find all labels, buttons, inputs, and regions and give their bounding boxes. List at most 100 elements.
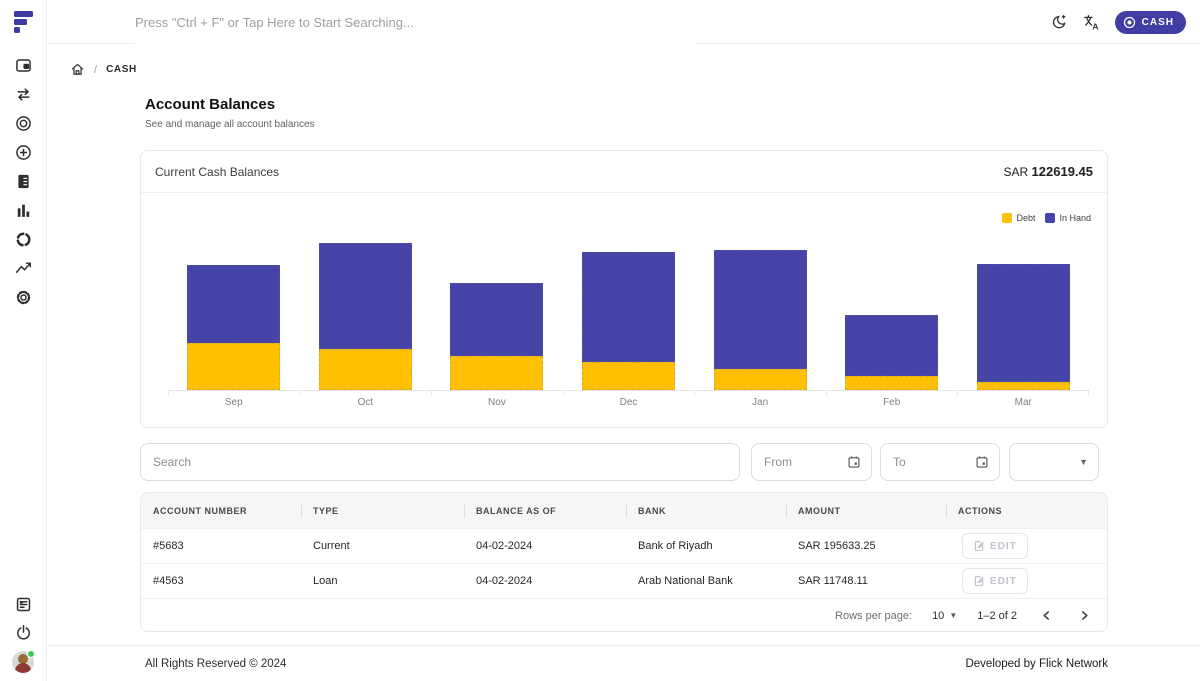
x-axis-label: Mar bbox=[1014, 397, 1032, 408]
bar-segment-in-hand[interactable] bbox=[450, 282, 544, 356]
date-to-field[interactable] bbox=[880, 443, 1000, 481]
home-icon[interactable] bbox=[70, 62, 85, 77]
table-body: #5683 Current 04-02-2024 Bank of Riyadh … bbox=[141, 528, 1107, 598]
balance-chart-card: Current Cash Balances SAR 122619.45 Debt… bbox=[140, 150, 1108, 428]
column-header-bank: BANK bbox=[626, 506, 786, 516]
stacked-bar-oct[interactable] bbox=[318, 243, 412, 390]
news-icon[interactable] bbox=[14, 595, 32, 613]
target-icon[interactable] bbox=[14, 114, 32, 132]
chart-category: Feb bbox=[825, 243, 958, 408]
edit-button[interactable]: EDIT bbox=[962, 568, 1028, 594]
bar-segment-debt[interactable] bbox=[187, 342, 281, 390]
sync-icon[interactable] bbox=[14, 230, 32, 248]
bar-segment-debt[interactable] bbox=[450, 355, 544, 390]
bar-segment-in-hand[interactable] bbox=[845, 315, 939, 377]
stacked-bar-jan[interactable] bbox=[713, 249, 807, 390]
stacked-bar-nov[interactable] bbox=[450, 282, 544, 390]
x-axis-label: Oct bbox=[357, 397, 374, 408]
chart-plot: Sep Oct Nov Dec Jan Feb Mar bbox=[168, 243, 1089, 408]
bar-segment-debt[interactable] bbox=[845, 376, 939, 390]
chart-category: Jan bbox=[694, 243, 826, 408]
chart-card-title: Current Cash Balances bbox=[155, 164, 280, 179]
cell-amount: SAR 195633.25 bbox=[798, 540, 876, 552]
cell-actions: EDIT bbox=[946, 533, 1107, 559]
date-to-input[interactable] bbox=[881, 455, 964, 469]
cell-account-number: #5683 bbox=[153, 540, 184, 552]
column-header-amount: AMOUNT bbox=[786, 506, 946, 516]
date-from-input[interactable] bbox=[752, 455, 836, 469]
filter-bar: ▼ bbox=[140, 443, 1108, 481]
chart-category: Oct bbox=[299, 243, 432, 408]
column-header-type: TYPE bbox=[301, 506, 464, 516]
swap-arrows-icon[interactable] bbox=[14, 85, 32, 103]
table-row[interactable]: #5683 Current 04-02-2024 Bank of Riyadh … bbox=[141, 528, 1107, 563]
date-from-field[interactable] bbox=[751, 443, 872, 481]
bar-segment-debt[interactable] bbox=[318, 348, 412, 390]
invoice-icon[interactable] bbox=[14, 172, 32, 190]
translate-icon[interactable]: A bbox=[1083, 13, 1101, 31]
chart-category: Mar bbox=[957, 243, 1089, 408]
dark-mode-moon-icon[interactable] bbox=[1051, 13, 1069, 31]
bar-segment-in-hand[interactable] bbox=[187, 264, 281, 343]
cell-type: Current bbox=[313, 540, 350, 552]
breadcrumb: / CASH bbox=[70, 62, 137, 77]
avatar[interactable] bbox=[12, 650, 35, 673]
calendar-icon[interactable] bbox=[975, 455, 989, 469]
online-status-dot bbox=[27, 650, 35, 658]
bar-segment-in-hand[interactable] bbox=[976, 263, 1070, 383]
bar-segment-debt[interactable] bbox=[582, 362, 676, 390]
accounts-table: ACCOUNT NUMBER TYPE BALANCE AS OF BANK AMOUN… bbox=[140, 492, 1108, 632]
sidebar-nav bbox=[0, 56, 46, 306]
filter-select[interactable]: ▼ bbox=[1009, 443, 1099, 481]
x-axis-label: Nov bbox=[488, 397, 506, 408]
flick-logo[interactable] bbox=[14, 11, 34, 33]
cash-module-button[interactable]: CASH bbox=[1114, 10, 1186, 34]
calendar-icon[interactable] bbox=[847, 455, 861, 469]
legend-item-in-hand[interactable]: In Hand bbox=[1045, 213, 1091, 223]
chevron-down-icon: ▼ bbox=[949, 611, 958, 620]
trend-line-icon[interactable] bbox=[14, 259, 32, 277]
legend-item-debt[interactable]: Debt bbox=[1002, 213, 1035, 223]
table-row[interactable]: #4563 Loan 04-02-2024 Arab National Bank… bbox=[141, 563, 1107, 598]
cell-balance-as-of: 04-02-2024 bbox=[476, 540, 533, 552]
bar-chart-icon[interactable] bbox=[14, 201, 32, 219]
sidebar-bottom bbox=[0, 595, 46, 673]
stacked-bar-mar[interactable] bbox=[976, 263, 1070, 390]
plus-circle-icon[interactable] bbox=[14, 143, 32, 161]
stacked-bar-feb[interactable] bbox=[845, 315, 939, 390]
edit-button-label: EDIT bbox=[990, 575, 1017, 587]
cell-actions: EDIT bbox=[946, 568, 1107, 594]
power-icon[interactable] bbox=[14, 623, 32, 641]
bar-segment-in-hand[interactable] bbox=[713, 249, 807, 370]
breadcrumb-current[interactable]: CASH bbox=[106, 64, 137, 75]
bar-segment-in-hand[interactable] bbox=[582, 251, 676, 363]
previous-page-button[interactable] bbox=[1037, 607, 1055, 625]
chart-category: Sep bbox=[168, 243, 300, 408]
stacked-bar-sep[interactable] bbox=[187, 264, 281, 390]
column-header-account-number: ACCOUNT NUMBER bbox=[153, 505, 247, 516]
legend-label-debt: Debt bbox=[1016, 213, 1036, 223]
cell-account-number: #4563 bbox=[153, 575, 184, 587]
record-circle-icon bbox=[1123, 16, 1135, 28]
legend-label-in-hand: In Hand bbox=[1059, 213, 1091, 223]
global-search-input[interactable] bbox=[135, 0, 695, 44]
next-page-button[interactable] bbox=[1075, 607, 1093, 625]
rows-per-page-select[interactable]: 10 ▼ bbox=[932, 610, 957, 622]
table-header-row: ACCOUNT NUMBER TYPE BALANCE AS OF BANK AMOUN… bbox=[141, 493, 1107, 528]
bar-segment-in-hand[interactable] bbox=[318, 243, 412, 349]
stacked-bar-dec[interactable] bbox=[582, 251, 676, 390]
table-search-input[interactable] bbox=[140, 443, 740, 481]
edit-button[interactable]: EDIT bbox=[962, 533, 1028, 559]
bar-segment-debt[interactable] bbox=[713, 369, 807, 390]
cell-bank: Bank of Riyadh bbox=[638, 540, 713, 552]
x-axis-label: Sep bbox=[224, 397, 243, 408]
bar-segment-debt[interactable] bbox=[976, 382, 1070, 390]
gear-icon[interactable] bbox=[14, 288, 32, 306]
cell-balance-as-of: 04-02-2024 bbox=[476, 575, 533, 587]
topbar: A CASH bbox=[47, 0, 1200, 44]
column-header-balance-as-of: BALANCE AS OF bbox=[464, 506, 626, 516]
wallet-icon[interactable] bbox=[14, 56, 32, 74]
chart-category: Dec bbox=[562, 243, 695, 408]
chart-category: Nov bbox=[431, 243, 563, 408]
